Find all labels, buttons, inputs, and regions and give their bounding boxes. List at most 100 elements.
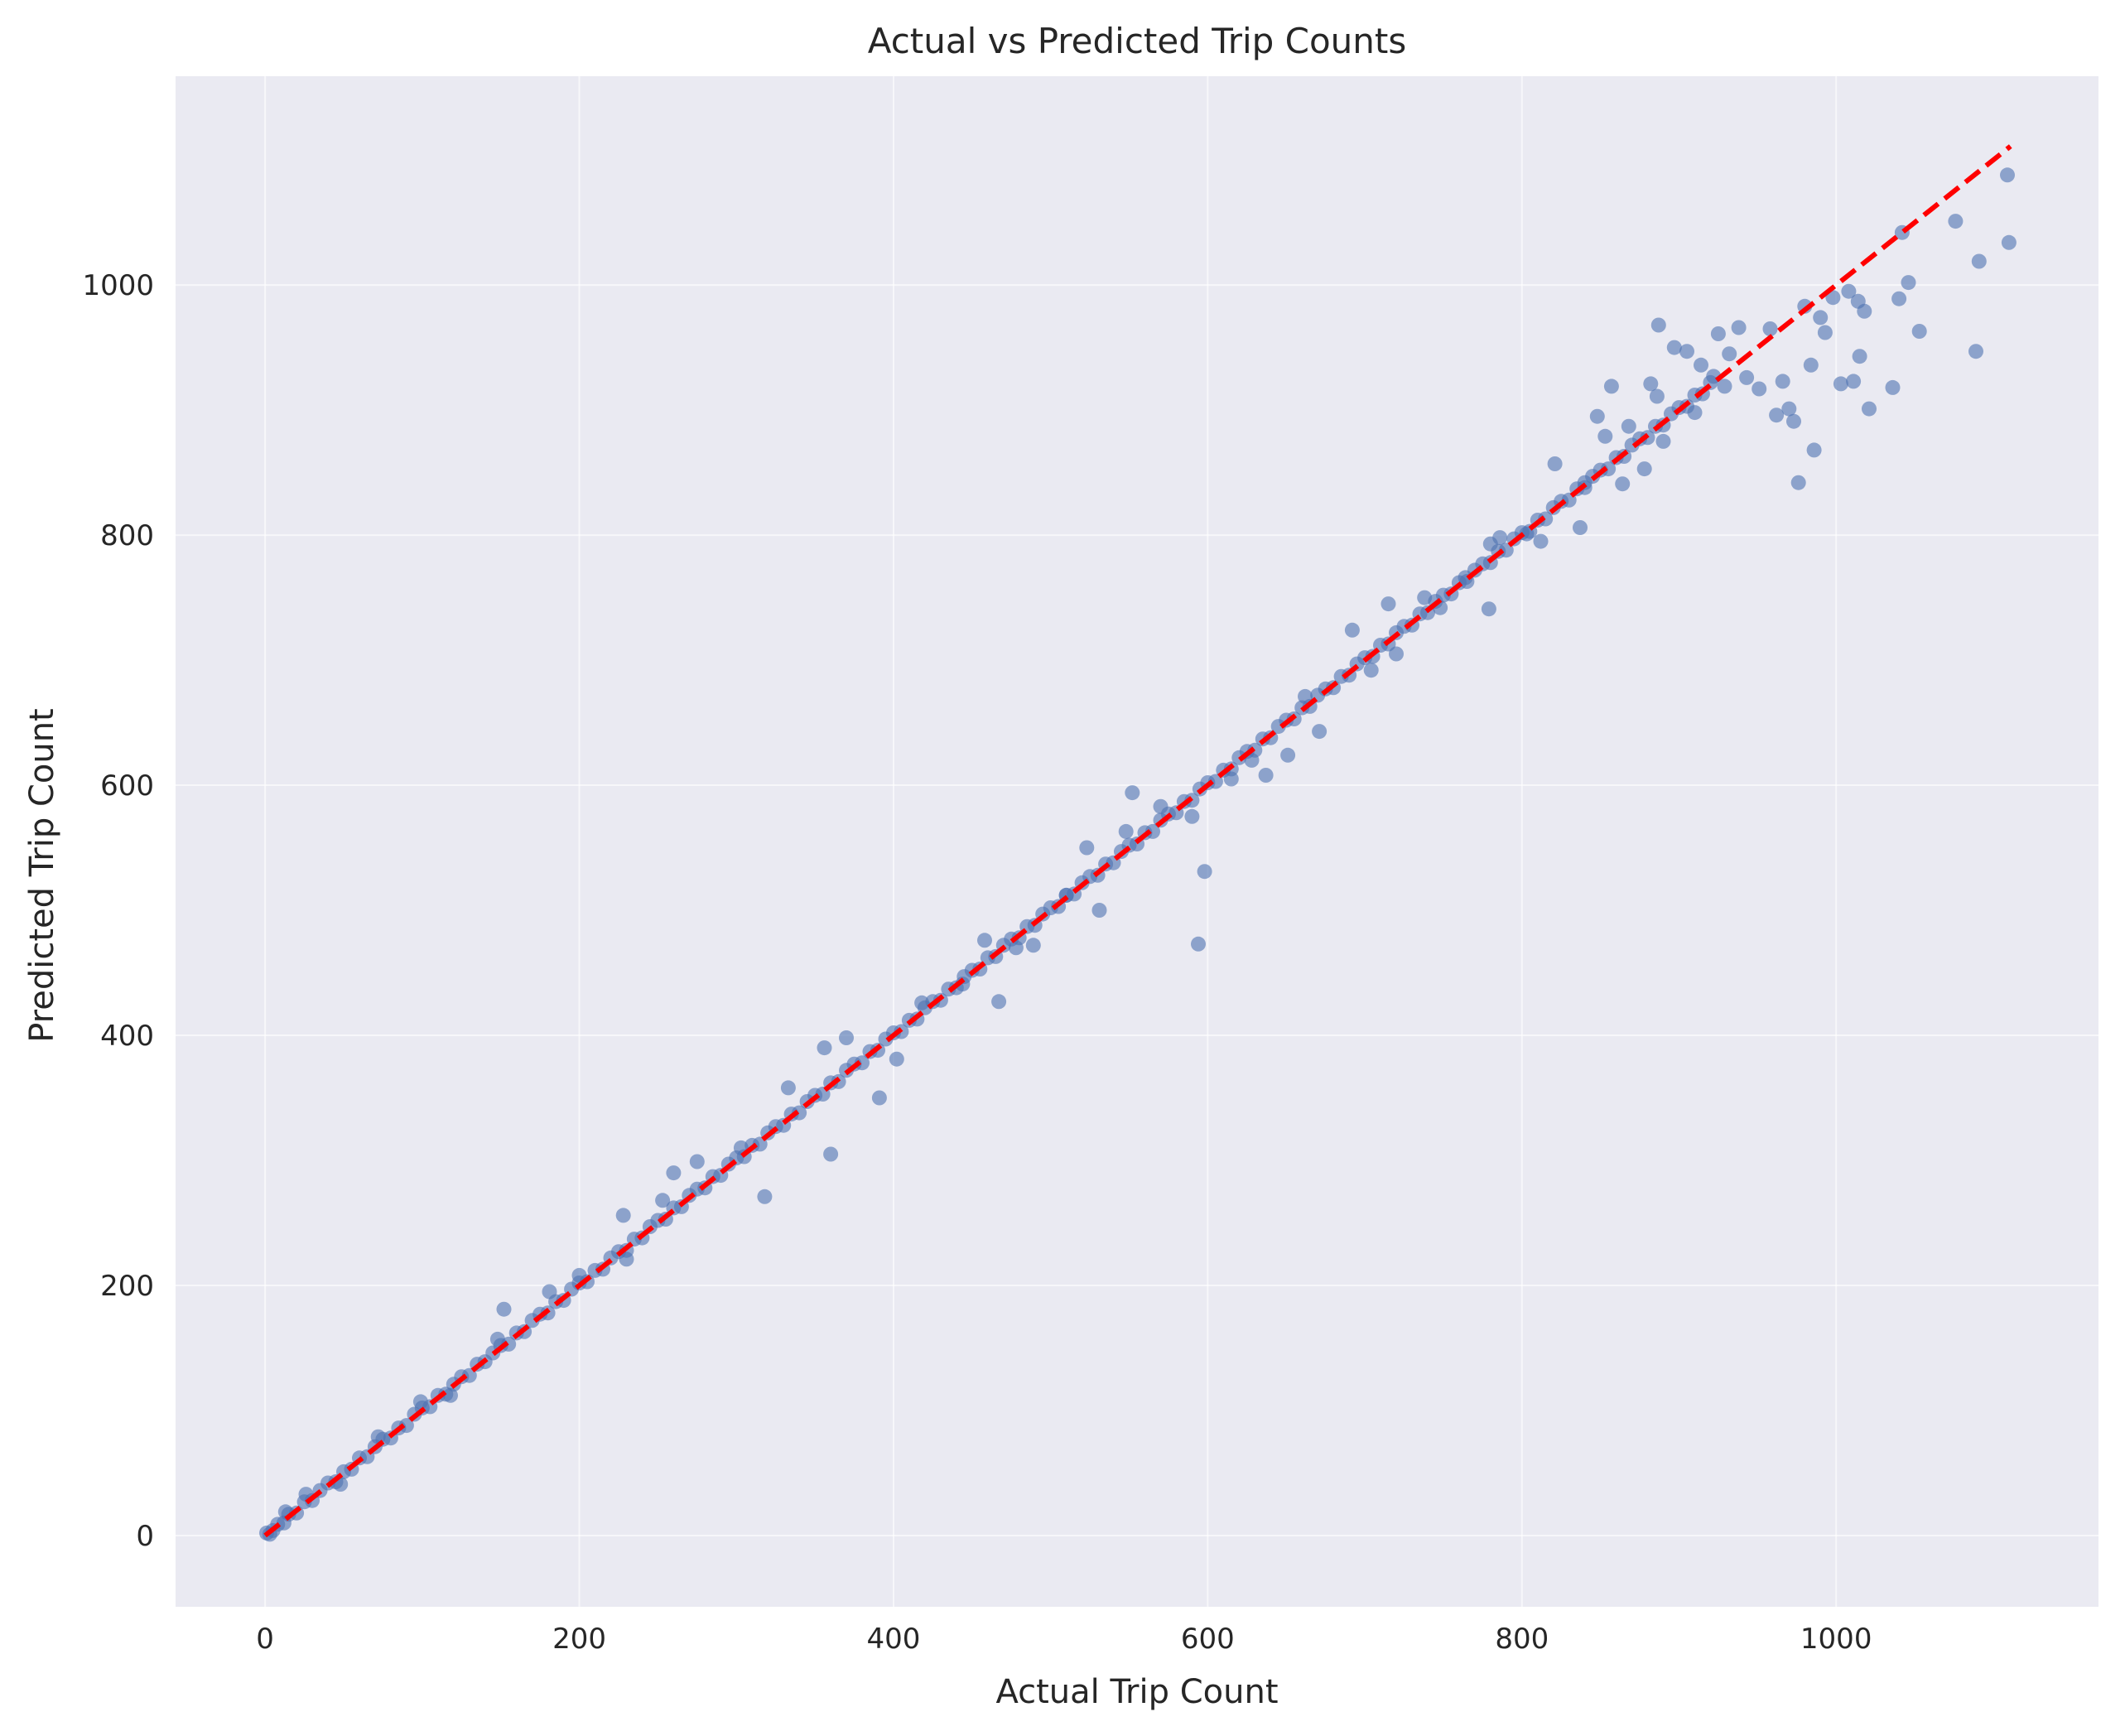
scatter-point [1885,379,1901,395]
scatter-point [1650,317,1666,333]
scatter-point [2000,167,2015,183]
scatter-point [1481,601,1496,617]
scatter-point [1145,823,1160,839]
scatter-point [1781,401,1797,417]
scatter-point [689,1154,705,1169]
scatter-point [655,1193,671,1208]
scatter-point [1649,388,1665,404]
scatter-point [1538,511,1554,527]
scatter-point [817,1040,832,1056]
y-tick-label: 1000 [82,269,154,302]
scatter-point [757,1189,773,1204]
scatter-point [1968,344,1983,359]
scatter-point [1417,590,1433,605]
scatter-point [542,1284,557,1300]
scatter-point [1643,376,1659,392]
scatter-point [1971,253,1987,269]
scatter-point [839,1030,854,1045]
x-axis-label: Actual Trip Count [995,1673,1278,1711]
scatter-point [823,1146,839,1162]
scatter-point [1601,461,1617,477]
y-tick-label: 400 [100,1020,154,1053]
scatter-point [1862,401,1877,417]
scatter-point [1603,379,1619,394]
y-tick-label: 600 [100,769,154,803]
scatter-point [1901,275,1916,291]
scatter-point [1191,936,1206,952]
scatter-point [1752,381,1767,397]
y-tick-label: 0 [136,1520,154,1553]
scatter-point [412,1394,428,1410]
scatter-point [1762,321,1778,336]
scatter-point [889,1051,904,1067]
scatter-point [1597,428,1613,444]
scatter-point [1817,325,1833,340]
scatter-point [1118,823,1134,839]
scatter-point [1573,520,1588,535]
scatter-point [615,1208,631,1223]
scatter-point [1621,418,1636,434]
scatter-point [1948,214,1964,229]
scatter-point [871,1090,887,1106]
x-tick-label: 800 [1495,1623,1549,1656]
scatter-point [1244,752,1260,768]
grid-lines [176,76,2098,1607]
scatter-point [991,994,1007,1010]
scatter-point [1679,344,1694,359]
x-tick-label: 0 [256,1623,274,1656]
scatter-point [1498,542,1514,558]
scatter-point [1223,771,1239,787]
scatter-point [1857,303,1872,319]
scatter-point [1458,570,1473,586]
scatter-point [666,1165,682,1181]
scatter-point [1655,433,1671,449]
scatter-point [1298,688,1313,704]
y-tick-label: 200 [100,1270,154,1303]
scatter-point [1492,530,1508,546]
scatter-point [1207,774,1223,789]
x-axis-ticks: 0 200 400 600 800 1000 [256,1623,1872,1656]
scatter-point [1091,903,1107,918]
x-tick-label: 400 [867,1623,921,1656]
scatter-point [1258,768,1274,783]
scatter-point [1079,840,1095,856]
scatter-point [1636,461,1652,477]
scatter-point [1615,476,1631,492]
scatter-point [1389,646,1404,662]
scatter-point [1731,320,1747,335]
scatter-point [496,1301,512,1317]
scatter-point [1589,408,1605,424]
scatter-point [1547,456,1563,471]
scatter-point [1846,374,1862,389]
scatter-point [1722,346,1737,362]
scatter-point [1852,349,1867,364]
scatter-point [914,995,930,1010]
scatter-point [398,1418,414,1434]
scatter-point [1841,283,1857,299]
scatter-point [1806,442,1822,458]
scatter-point [1833,376,1848,392]
scatter-point [1381,596,1396,612]
y-tick-label: 800 [100,519,154,552]
scatter-point [855,1055,870,1071]
scatter-point [1184,808,1200,824]
scatter-point [977,933,992,948]
scatter-point [1775,374,1790,389]
scatter-point [1008,940,1024,956]
scatter-point [1790,475,1806,490]
scatter-point [1710,326,1726,341]
scatter-point [489,1331,505,1347]
scatter-point [1786,413,1801,429]
scatter-point [1280,747,1296,763]
scatter-point [1197,864,1212,880]
scatter-point [1813,310,1829,326]
scatter-point [1911,324,1927,339]
scatter-point [1533,533,1549,549]
scatter-point [1825,290,1841,306]
scatter-point [1344,622,1360,638]
reference-line [263,144,2012,1538]
scatter-point [1739,369,1755,385]
scatter-point [1717,379,1732,394]
scatter-point [1891,291,1907,306]
